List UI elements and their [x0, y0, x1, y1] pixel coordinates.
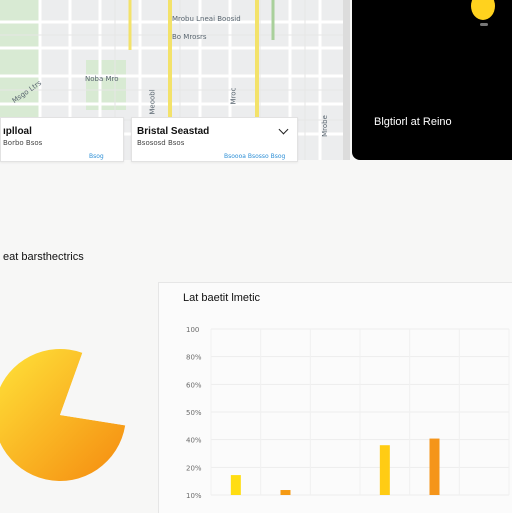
chart-card: Lat baetit lmetic 100 80% 60% 50% 40% 20% 10%	[158, 282, 512, 513]
location-card-meta: Bsog	[89, 153, 104, 160]
location-card-title: ıplloal	[3, 126, 32, 137]
region-panel[interactable]: Blgtiorl at Reino	[352, 0, 512, 160]
y-tick-label: 50%	[186, 409, 202, 417]
bar	[230, 475, 241, 495]
map-label-5: Meoobl	[148, 89, 157, 115]
pin-shadow	[480, 23, 488, 26]
chart-title: Lat baetit lmetic	[183, 292, 261, 304]
map-label-7: Mrobe	[320, 115, 329, 137]
map-label-6: Mroc	[229, 87, 238, 105]
location-card-subtitle: Bsososd Bsos	[137, 139, 185, 147]
y-tick-label: 10%	[186, 492, 202, 500]
section-title: eat barsthectrics	[3, 251, 84, 263]
map-label-3: Noba Mro	[85, 75, 119, 83]
location-card-title: Bristal Seastad	[137, 126, 210, 137]
y-tick-label: 20%	[186, 464, 202, 472]
location-card-1[interactable]: ıplloal Borbo Bsos Bsog	[0, 117, 124, 162]
map-label-2: Bo Mrosrs	[172, 33, 207, 41]
region-panel-title: Blgtiorl at Reino	[374, 116, 452, 128]
y-tick-label: 40%	[186, 437, 202, 445]
location-card-2[interactable]: Bristal Seastad Bsososd Bsos Bsoooa Bsos…	[131, 117, 298, 162]
location-card-subtitle: Borbo Bsos	[3, 139, 43, 147]
map-label-1: Mrobu Lneai Boosid	[172, 15, 241, 23]
pie-chart	[0, 349, 126, 481]
bar-chart: 100 80% 60% 50% 40% 20% 10%	[186, 326, 510, 500]
pie-slice	[0, 349, 126, 481]
y-tick-label: 80%	[186, 354, 202, 362]
bar	[429, 438, 440, 495]
location-card-meta: Bsoooa Bsosso Bsog	[224, 153, 286, 160]
y-tick-label: 60%	[186, 381, 202, 389]
y-tick-label: 100	[186, 326, 199, 334]
location-pin-icon	[471, 0, 495, 20]
bar	[379, 445, 390, 495]
bar	[280, 490, 291, 495]
chevron-down-icon[interactable]	[278, 124, 289, 135]
pie-slice	[60, 352, 126, 426]
